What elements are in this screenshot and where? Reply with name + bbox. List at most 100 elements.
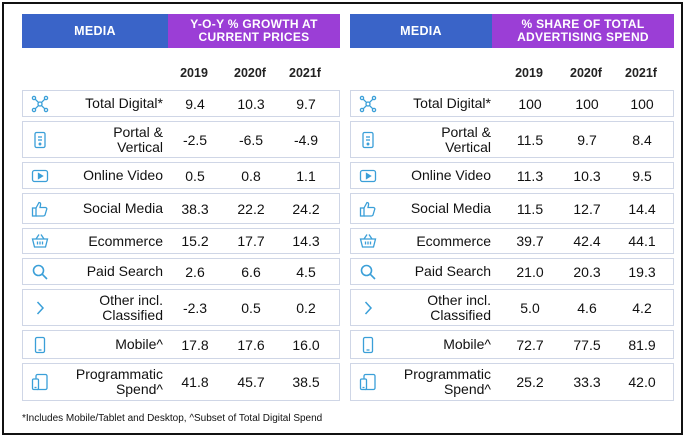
value-cell-2019: 9.4 <box>185 95 205 112</box>
growth-metric-header: Y-O-Y % GROWTH AT CURRENT PRICES <box>168 14 340 48</box>
media-label: Programmatic Spend^ <box>75 366 163 397</box>
value-cell-2019: 11.5 <box>516 200 544 217</box>
year-header-row: 2019 2020f 2021f <box>350 48 674 90</box>
value-cell-2019: 39.7 <box>516 233 544 249</box>
value-cell-2019: 72.7 <box>516 336 544 353</box>
media-label: Paid Search <box>86 263 163 279</box>
chevron-right-icon <box>359 299 377 317</box>
value-cell-2019: 11.3 <box>516 167 544 184</box>
value-cell-2021f: 4.2 <box>632 299 652 316</box>
share-header: MEDIA % SHARE OF TOTAL ADVERTISING SPEND <box>350 14 674 48</box>
value-cell-2021f: 9.7 <box>296 95 316 112</box>
media-label: Portal & Vertical <box>113 123 163 155</box>
mobile-phone-icon <box>31 336 49 354</box>
year-2021f: 2021f <box>625 66 657 80</box>
table-row: Programmatic Spend^ 25.2 33.3 42.0 <box>350 363 674 401</box>
document-icon <box>31 131 49 149</box>
thumbs-up-icon <box>359 200 377 218</box>
year-2019: 2019 <box>180 66 208 80</box>
media-label: Paid Search <box>414 263 491 279</box>
value-cell-2019: 21.0 <box>516 263 544 280</box>
table-row: Social Media 11.5 12.7 14.4 <box>350 193 674 224</box>
value-cell-2020f: 20.3 <box>573 263 601 280</box>
media-label: Online Video <box>83 167 163 183</box>
table-row: Mobile^ 72.7 77.5 81.9 <box>350 330 674 359</box>
media-header: MEDIA <box>22 14 168 48</box>
media-header: MEDIA <box>350 14 492 48</box>
table-row: Ecommerce 15.2 17.7 14.3 <box>22 228 340 254</box>
video-play-icon <box>31 167 49 185</box>
value-cell-2019: 17.8 <box>181 336 209 353</box>
value-cell-2021f: 8.4 <box>632 131 652 148</box>
value-cell-2019: 25.2 <box>516 374 544 390</box>
media-label: Total Digital* <box>85 95 163 111</box>
value-cell-2020f: 22.2 <box>237 200 265 217</box>
value-cell-2020f: 77.5 <box>573 336 601 353</box>
value-cell-2021f: 9.5 <box>632 167 652 184</box>
value-cell-2020f: 17.7 <box>237 233 265 249</box>
table-row: Programmatic Spend^ 41.8 45.7 38.5 <box>22 363 340 401</box>
year-2021f: 2021f <box>289 66 321 80</box>
value-cell-2019: 11.5 <box>516 131 544 148</box>
value-cell-2020f: 0.5 <box>241 299 261 316</box>
media-label: Ecommerce <box>88 232 163 249</box>
thumbs-up-icon <box>31 200 49 218</box>
value-cell-2021f: 14.4 <box>628 200 656 217</box>
year-header-row: 2019 2020f 2021f <box>22 48 340 90</box>
media-label: Programmatic Spend^ <box>403 366 491 397</box>
value-cell-2019: 0.5 <box>185 167 205 184</box>
chevron-right-icon <box>31 299 49 317</box>
value-cell-2021f: 24.2 <box>292 200 320 217</box>
table-row: Online Video 0.5 0.8 1.1 <box>22 162 340 189</box>
table-row: Social Media 38.3 22.2 24.2 <box>22 193 340 224</box>
media-label: Social Media <box>82 200 163 216</box>
media-label: Portal & Vertical <box>441 123 491 155</box>
year-2019: 2019 <box>515 66 543 80</box>
value-cell-2020f: 12.7 <box>573 200 601 217</box>
value-cell-2020f: 4.6 <box>577 299 597 316</box>
share-panel: MEDIA % SHARE OF TOTAL ADVERTISING SPEND… <box>350 14 674 401</box>
media-label: Social Media <box>410 200 491 216</box>
value-cell-2020f: 17.6 <box>237 336 265 353</box>
table-row: Portal & Vertical -2.5 -6.5 -4.9 <box>22 121 340 158</box>
value-cell-2020f: 10.3 <box>573 167 601 184</box>
value-cell-2019: 41.8 <box>181 374 209 390</box>
media-label: Mobile^ <box>115 336 163 352</box>
growth-panel: MEDIA Y-O-Y % GROWTH AT CURRENT PRICES 2… <box>22 14 340 401</box>
value-cell-2020f: 6.6 <box>241 263 261 280</box>
video-play-icon <box>359 167 377 185</box>
value-cell-2021f: 16.0 <box>292 336 320 353</box>
value-cell-2020f: 0.8 <box>241 167 261 184</box>
mobile-phone-icon <box>359 336 377 354</box>
network-icon <box>31 95 49 113</box>
value-cell-2020f: 33.3 <box>573 374 601 390</box>
value-cell-2021f: 1.1 <box>296 167 316 184</box>
value-cell-2021f: 100 <box>630 95 654 112</box>
value-cell-2021f: 44.1 <box>628 233 656 249</box>
value-cell-2019: 15.2 <box>181 233 209 249</box>
year-2020f: 2020f <box>570 66 602 80</box>
value-cell-2021f: -4.9 <box>293 131 319 148</box>
value-cell-2019: 38.3 <box>181 200 209 217</box>
table-row: Mobile^ 17.8 17.6 16.0 <box>22 330 340 359</box>
value-cell-2019: 2.6 <box>185 263 205 280</box>
value-cell-2021f: 0.2 <box>296 299 316 316</box>
value-cell-2019: 100 <box>518 95 542 112</box>
table-row: Other incl. Classified 5.0 4.6 4.2 <box>350 289 674 326</box>
devices-icon <box>31 373 49 391</box>
media-label: Other incl. Classified <box>427 291 491 323</box>
value-cell-2021f: 4.5 <box>296 263 316 280</box>
table-row: Online Video 11.3 10.3 9.5 <box>350 162 674 189</box>
growth-header: MEDIA Y-O-Y % GROWTH AT CURRENT PRICES <box>22 14 340 48</box>
value-cell-2020f: 45.7 <box>237 374 265 390</box>
table-row: Other incl. Classified -2.3 0.5 0.2 <box>22 289 340 326</box>
table-row: Paid Search 21.0 20.3 19.3 <box>350 258 674 285</box>
value-cell-2021f: 14.3 <box>292 233 320 249</box>
footnote: *Includes Mobile/Tablet and Desktop, ^Su… <box>22 413 323 424</box>
basket-icon <box>31 232 49 250</box>
table-row: Total Digital* 100 100 100 <box>350 90 674 117</box>
basket-icon <box>359 232 377 250</box>
value-cell-2021f: 42.0 <box>628 374 656 390</box>
value-cell-2020f: 9.7 <box>577 131 597 148</box>
